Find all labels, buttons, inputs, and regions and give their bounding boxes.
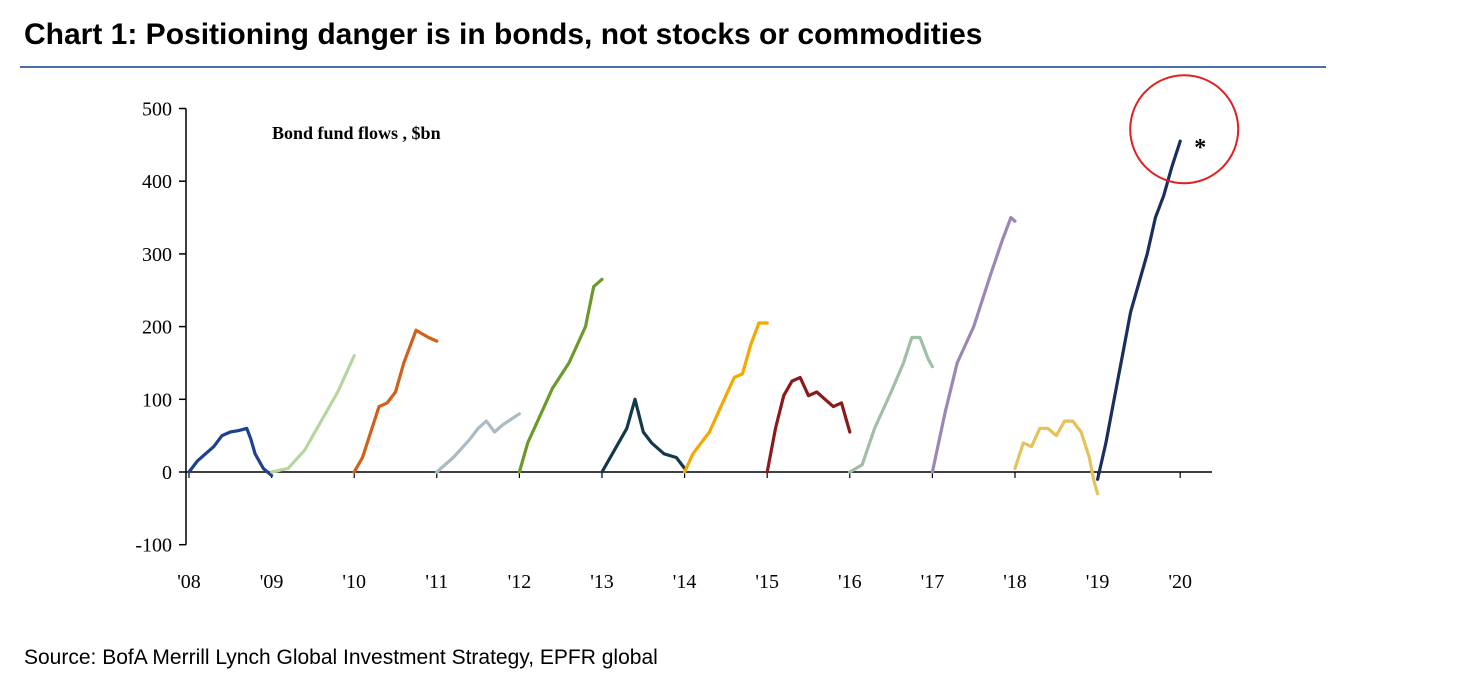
y-tick-label: 100 [142,389,172,411]
x-tick-label: '18 [1003,571,1027,593]
x-tick-label: '08 [177,571,201,593]
series-line-12 [1096,139,1182,481]
title-divider [20,66,1326,68]
y-tick-label: 500 [142,99,172,121]
x-tick-label: '16 [838,571,862,593]
x-tick-label: '12 [508,571,532,593]
series-line-4 [435,412,521,474]
x-tick-label: '17 [921,571,945,593]
x-tick-label: '13 [590,571,614,593]
chart-source: Source: BofA Merrill Lynch Global Invest… [24,646,658,669]
x-tick-label: '15 [755,571,779,593]
annotation-star: * [1194,135,1206,161]
series-line-2 [270,354,356,474]
series-line-9 [848,335,934,474]
y-axis-label: Bond fund flows , $bn [272,123,441,143]
y-tick-label: -100 [135,535,172,557]
x-tick-label: '09 [260,571,284,593]
x-tick-label: '14 [673,571,697,593]
x-tick-label: '20 [1168,571,1192,593]
highlight-circle [1129,74,1240,185]
y-tick-label: 400 [142,171,172,193]
series-line-8 [765,375,852,474]
axes: -100 0 100 200 300 400 500 '08 '09 '10 '11 '12 '13 '1… [135,99,1212,593]
series-line-10 [930,216,1017,474]
series-line-7 [683,321,769,474]
chart-title: Chart 1: Positioning danger is in bonds,… [24,18,983,51]
series-line-11 [1013,419,1100,496]
y-tick-label: 0 [162,462,172,484]
series-line-6 [600,397,687,474]
series-line-1 [187,426,274,478]
annotation-layer: * [1129,74,1240,185]
x-tick-label: '10 [342,571,366,593]
series-line-5 [517,277,604,474]
x-tick-label: '11 [425,571,448,593]
series-layer [187,139,1182,496]
x-tick-label: '19 [1086,571,1110,593]
series-line-3 [352,328,439,474]
y-tick-label: 300 [142,244,172,266]
y-tick-label: 200 [142,317,172,339]
